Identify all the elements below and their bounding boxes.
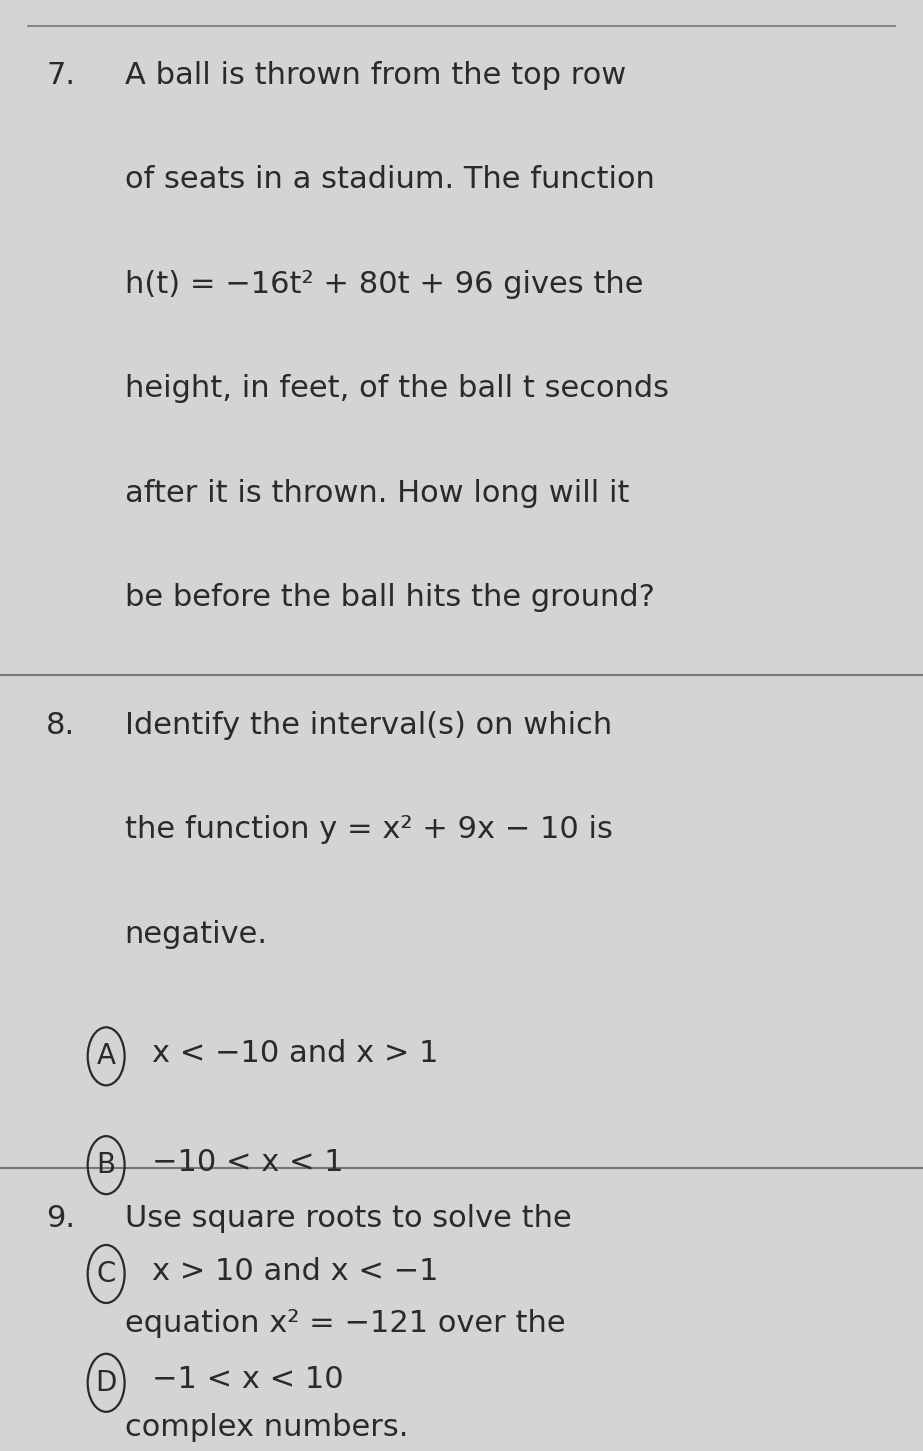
Text: −1 < x < 10: −1 < x < 10 [152,1365,344,1394]
Text: x < −10 and x > 1: x < −10 and x > 1 [152,1039,438,1068]
Text: 7.: 7. [46,61,75,90]
Text: after it is thrown. How long will it: after it is thrown. How long will it [125,479,629,508]
Text: be before the ball hits the ground?: be before the ball hits the ground? [125,583,654,612]
Text: the function y = x² + 9x − 10 is: the function y = x² + 9x − 10 is [125,815,613,844]
Text: Use square roots to solve the: Use square roots to solve the [125,1204,571,1233]
Text: negative.: negative. [125,920,268,949]
Text: 9.: 9. [46,1204,75,1233]
Text: h(t) = −16t² + 80t + 96 gives the: h(t) = −16t² + 80t + 96 gives the [125,270,643,299]
Text: C: C [97,1259,115,1288]
Text: A: A [97,1042,115,1071]
Text: height, in feet, of the ball t seconds: height, in feet, of the ball t seconds [125,374,668,403]
Text: B: B [97,1151,115,1180]
Text: A ball is thrown from the top row: A ball is thrown from the top row [125,61,626,90]
Text: −10 < x < 1: −10 < x < 1 [152,1148,344,1177]
Text: complex numbers.: complex numbers. [125,1413,408,1442]
Text: Identify the interval(s) on which: Identify the interval(s) on which [125,711,612,740]
Text: of seats in a stadium. The function: of seats in a stadium. The function [125,165,654,194]
Text: x > 10 and x < −1: x > 10 and x < −1 [152,1257,438,1286]
Text: D: D [95,1368,117,1397]
Text: equation x² = −121 over the: equation x² = −121 over the [125,1309,565,1338]
Text: 8.: 8. [46,711,76,740]
